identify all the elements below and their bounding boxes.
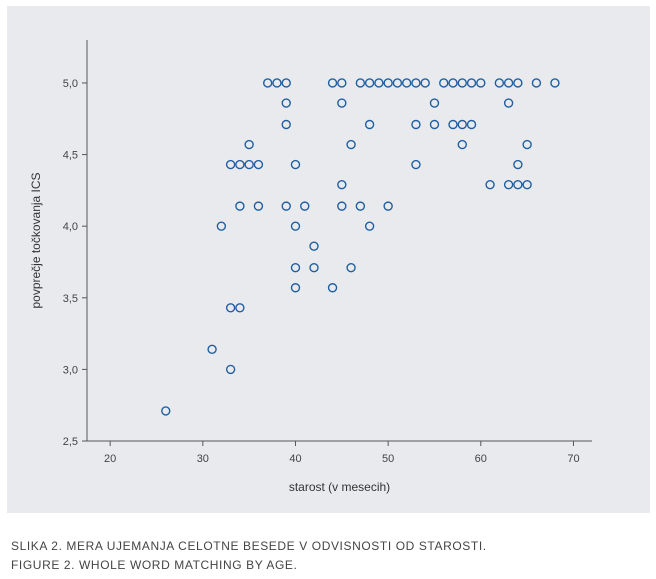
data-point bbox=[281, 98, 291, 108]
data-point bbox=[476, 78, 486, 88]
data-point bbox=[327, 283, 338, 293]
scatter-chart: 20 30 40 50 60 70 2,5 3,0 3,5 4,0 4,5 5,0 starost (… bbox=[29, 40, 592, 494]
data-point bbox=[309, 263, 319, 273]
data-point bbox=[235, 201, 245, 211]
x-tick-label: 70 bbox=[567, 453, 579, 465]
axes bbox=[82, 40, 592, 446]
data-point bbox=[253, 159, 264, 170]
y-tick-label: 4,0 bbox=[63, 221, 78, 233]
y-tick-label: 2,5 bbox=[63, 436, 78, 448]
x-tick-label: 40 bbox=[289, 453, 301, 465]
data-point bbox=[281, 201, 291, 211]
data-point bbox=[346, 139, 356, 150]
data-point bbox=[244, 159, 254, 170]
data-point bbox=[374, 78, 384, 88]
figure-panel: 20 30 40 50 60 70 2,5 3,0 3,5 4,0 4,5 5,0 starost (… bbox=[7, 6, 650, 513]
data-point bbox=[550, 78, 560, 88]
data-point bbox=[235, 159, 245, 170]
x-tick-label: 20 bbox=[104, 453, 116, 465]
data-point bbox=[522, 139, 532, 150]
data-point bbox=[327, 78, 338, 88]
data-point bbox=[457, 78, 467, 88]
data-point bbox=[281, 119, 291, 130]
data-point bbox=[262, 78, 273, 88]
data-point bbox=[522, 179, 532, 190]
data-point bbox=[448, 78, 458, 88]
x-tick-label: 30 bbox=[197, 453, 209, 465]
data-point bbox=[235, 303, 245, 313]
data-point bbox=[290, 263, 301, 273]
data-point bbox=[494, 78, 505, 88]
tick-labels: 20 30 40 50 60 70 2,5 3,0 3,5 4,0 4,5 5,0 bbox=[63, 78, 580, 465]
data-point bbox=[364, 78, 375, 88]
data-point bbox=[448, 119, 458, 130]
data-point bbox=[420, 78, 430, 88]
data-point bbox=[337, 179, 347, 190]
data-point bbox=[364, 119, 375, 130]
data-point bbox=[207, 344, 217, 355]
data-point bbox=[429, 119, 440, 130]
data-point bbox=[503, 98, 514, 108]
data-point bbox=[466, 119, 477, 130]
y-tick-label: 4,5 bbox=[63, 150, 78, 162]
x-tick-label: 50 bbox=[382, 453, 394, 465]
data-point bbox=[161, 406, 171, 416]
data-point bbox=[290, 159, 301, 170]
data-point bbox=[355, 201, 366, 211]
data-points bbox=[161, 78, 560, 416]
data-point bbox=[485, 179, 495, 190]
data-point bbox=[290, 221, 301, 231]
data-point bbox=[216, 221, 227, 231]
data-point bbox=[383, 201, 393, 211]
data-point bbox=[392, 78, 403, 88]
data-point bbox=[531, 78, 542, 88]
data-point bbox=[225, 159, 236, 170]
data-point bbox=[281, 78, 291, 88]
data-point bbox=[513, 159, 523, 170]
data-point bbox=[411, 119, 421, 130]
data-point bbox=[346, 263, 356, 273]
data-point bbox=[457, 119, 467, 130]
data-point bbox=[272, 78, 282, 88]
data-point bbox=[225, 303, 236, 313]
data-point bbox=[364, 221, 375, 231]
x-axis-title: starost (v mesecih) bbox=[289, 480, 390, 494]
data-point bbox=[513, 78, 523, 88]
data-point bbox=[309, 241, 319, 251]
data-point bbox=[337, 98, 347, 108]
data-point bbox=[466, 78, 477, 88]
data-point bbox=[457, 139, 467, 150]
data-point bbox=[411, 159, 421, 170]
data-point bbox=[503, 179, 514, 190]
data-point bbox=[253, 201, 264, 211]
figure-caption-english: FIGURE 2. WHOLE WORD MATCHING BY AGE. bbox=[11, 558, 298, 572]
data-point bbox=[244, 139, 254, 150]
y-tick-label: 3,0 bbox=[63, 364, 78, 376]
x-tick-label: 60 bbox=[475, 453, 487, 465]
data-point bbox=[337, 201, 347, 211]
data-point bbox=[300, 201, 310, 211]
data-point bbox=[225, 364, 236, 375]
data-point bbox=[290, 283, 301, 293]
data-point bbox=[383, 78, 393, 88]
y-tick-label: 5,0 bbox=[63, 78, 78, 90]
data-point bbox=[503, 78, 514, 88]
data-point bbox=[513, 179, 523, 190]
figure-caption-slovene: SLIKA 2. MERA UJEMANJA CELOTNE BESEDE V … bbox=[11, 539, 487, 553]
data-point bbox=[355, 78, 366, 88]
data-point bbox=[337, 78, 347, 88]
data-point bbox=[429, 98, 440, 108]
data-point bbox=[411, 78, 421, 88]
data-point bbox=[401, 78, 412, 88]
data-point bbox=[439, 78, 449, 88]
y-tick-label: 3,5 bbox=[63, 293, 78, 305]
y-axis-title: povprečje točkovanja ICS bbox=[29, 172, 43, 308]
